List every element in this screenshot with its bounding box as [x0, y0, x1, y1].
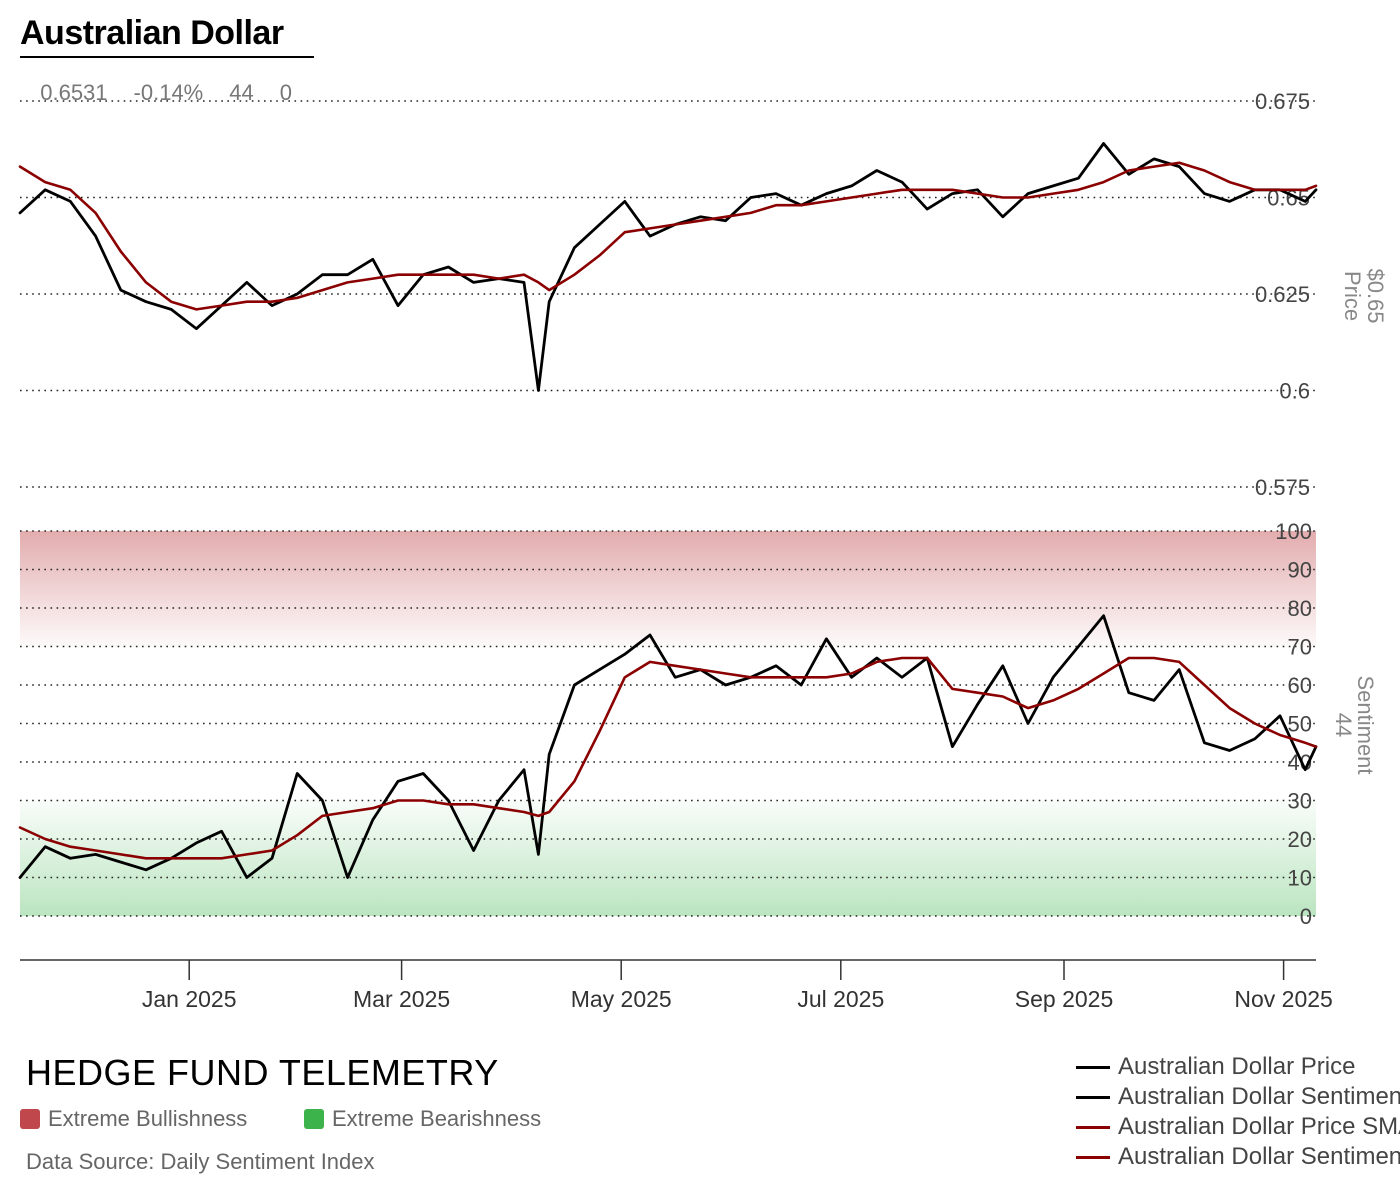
sentiment-line: [18, 614, 1318, 879]
extreme-bull-key: Extreme Bullishness: [20, 1106, 247, 1132]
legend-label: Australian Dollar Price SMA: [1118, 1113, 1400, 1140]
legend-label: Australian Dollar Price: [1118, 1053, 1356, 1080]
price-tick-label: 0.575: [1255, 475, 1310, 500]
legend-item: Australian Dollar Price SMA: [1076, 1112, 1400, 1142]
stats-row: 0.6531 -0.14% 44 0: [28, 54, 318, 106]
x-tick-label: Sep 2025: [1015, 986, 1113, 1012]
sentiment-axis-label: Sentiment: [1353, 675, 1378, 774]
sentiment-tick-label: 100: [1275, 519, 1312, 544]
sentiment-tick-label: 80: [1288, 596, 1312, 621]
price-axis-label: Price: [1340, 271, 1365, 321]
legend-item: Australian Dollar Price: [1076, 1052, 1400, 1082]
x-tick-label: Jan 2025: [142, 986, 237, 1012]
sentiment-tick-label: 10: [1288, 866, 1312, 891]
extreme-bear-key: Extreme Bearishness: [304, 1106, 541, 1132]
last-price: 0.6531: [40, 80, 108, 105]
legend: Australian Dollar Price Australian Dolla…: [1076, 1052, 1400, 1172]
title-underline: [20, 56, 314, 58]
legend-swatch: [1076, 1125, 1110, 1129]
x-tick-label: Nov 2025: [1234, 986, 1332, 1012]
percent-change: -0.14%: [133, 80, 204, 105]
price-tick-label: 0.675: [1255, 89, 1310, 114]
price-tick-label: 0.625: [1255, 282, 1310, 307]
sentiment-tick-label: 70: [1288, 635, 1312, 660]
series-layer: [18, 142, 1318, 879]
sentiment-value: 44: [229, 80, 254, 105]
sentiment-sma-line: [18, 656, 1318, 860]
extreme-bear-label: Extreme Bearishness: [332, 1106, 542, 1131]
legend-swatch: [1076, 1065, 1110, 1069]
legend-label: Australian Dollar Sentiment SMA: [1118, 1143, 1400, 1170]
price-sma-line: [18, 161, 1318, 311]
x-tick-label: May 2025: [571, 986, 672, 1012]
legend-label: Australian Dollar Sentiment: [1118, 1083, 1400, 1110]
price-line: [18, 142, 1318, 392]
brand-name: HEDGE FUND TELEMETRY: [26, 1052, 499, 1093]
sentiment-tick-label: 20: [1288, 827, 1312, 852]
legend-swatch: [1076, 1095, 1110, 1099]
extreme-bullishness-zone: [20, 531, 1316, 647]
sentiment-change: 0: [279, 80, 292, 105]
sentiment-tick-label: 90: [1288, 558, 1312, 583]
sentiment-axis-value: 44: [1331, 713, 1356, 737]
data-source: Data Source: Daily Sentiment Index: [26, 1149, 375, 1174]
x-axis: Jan 2025 Mar 2025 May 2025 Jul 2025 Sep 2025…: [20, 959, 1333, 1012]
bull-swatch: [20, 1109, 40, 1129]
price-tick-label: 0.6: [1279, 379, 1310, 404]
extreme-bull-label: Extreme Bullishness: [48, 1106, 248, 1131]
legend-swatch: [1076, 1155, 1110, 1159]
bear-swatch: [304, 1109, 324, 1129]
sentiment-tick-label: 50: [1288, 712, 1312, 737]
sentiment-tick-label: 30: [1288, 789, 1312, 814]
sentiment-tick-label: 60: [1288, 673, 1312, 698]
sentiment-tick-label: 0: [1300, 904, 1312, 929]
legend-item: Australian Dollar Sentiment SMA: [1076, 1142, 1400, 1172]
chart-title: Australian Dollar: [20, 14, 284, 52]
x-tick-label: Mar 2025: [353, 986, 450, 1012]
price-axis-value: $0.65: [1363, 268, 1388, 323]
x-tick-label: Jul 2025: [797, 986, 884, 1012]
legend-item: Australian Dollar Sentiment: [1076, 1082, 1400, 1112]
